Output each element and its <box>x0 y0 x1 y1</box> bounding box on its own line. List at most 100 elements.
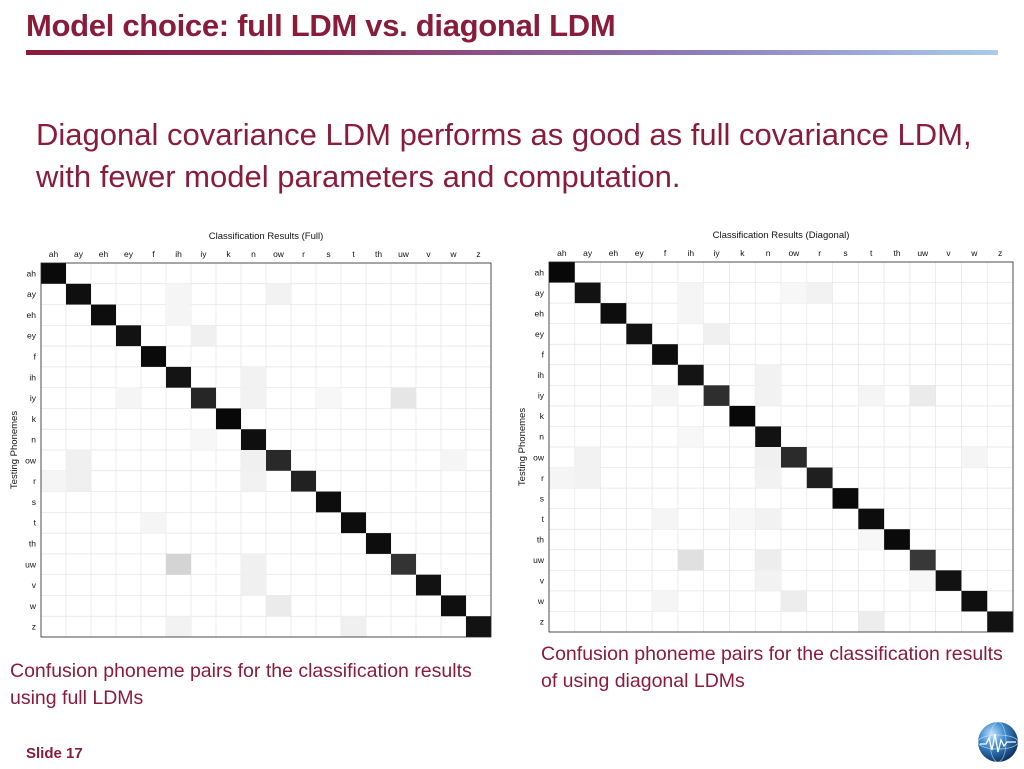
cm0-ytick-z: z <box>32 622 36 632</box>
slide-title: Model choice: full LDM vs. diagonal LDM <box>26 8 616 43</box>
cm0-xtick-ey: ey <box>124 249 134 259</box>
cm1-ytick-ow: ow <box>533 452 545 462</box>
cm1-cell-th-th <box>884 529 910 550</box>
cm0-ytick-r: r <box>33 476 36 486</box>
cm0-cell-r-ah <box>41 470 66 492</box>
cm1-cell-ay-ow <box>781 282 807 304</box>
cm1-xtick-ay: ay <box>583 248 593 258</box>
cm0-xtick-ay: ay <box>74 249 84 259</box>
cm0-xtick-t: t <box>352 249 355 259</box>
cm0-cell-s-s <box>316 491 341 513</box>
cm0-cell-v-n <box>241 574 266 596</box>
confusion-matrix-full: Classification Results (Full) Testing Pho… <box>8 230 494 642</box>
cm1-ytick-r: r <box>541 473 544 483</box>
cm0-xtick-eh: eh <box>99 249 109 259</box>
cm0-cell-z-z <box>466 616 491 637</box>
cm1-frame <box>548 261 1014 633</box>
cm0-xtick-ih: ih <box>175 249 182 259</box>
cm0-ytick-uw: uw <box>25 559 37 569</box>
cm0-cell-ay-ih <box>166 283 191 305</box>
cm0-ytick-ih: ih <box>29 372 36 382</box>
cm1-xtick-r: r <box>818 248 821 258</box>
cm1-cell-th-t <box>858 529 885 550</box>
cm0-cell-w-w <box>441 595 466 617</box>
cm0-cell-r-ay <box>66 470 91 492</box>
cm1-cell-t-k <box>729 508 756 530</box>
cm0-cell-eh-eh <box>91 304 116 326</box>
cm1-ytick-f: f <box>542 350 545 360</box>
cm0-ytick-s: s <box>32 497 36 507</box>
cm1-cell-t-f <box>652 508 678 530</box>
cm0-cell-ow-n <box>241 450 266 471</box>
cm1-ytick-z: z <box>540 617 544 627</box>
cm1-ytick-n: n <box>539 432 544 442</box>
cm1-cell-ow-w <box>961 447 988 468</box>
cm0-ytick-ey: ey <box>27 331 37 341</box>
cm1-cell-ay-ay <box>574 282 601 304</box>
cm1-ytick-eh: eh <box>535 308 545 318</box>
cm1-cell-iy-iy <box>703 385 730 406</box>
cm0-cell-t-t <box>341 512 366 534</box>
cm0-xtick-th: th <box>375 249 382 259</box>
cm1-xtick-w: w <box>970 248 978 258</box>
cm1-xtick-th: th <box>893 248 900 258</box>
cm1-cell-ih-n <box>755 364 781 386</box>
cm1-cell-iy-f <box>652 385 678 406</box>
cm1-cell-w-ow <box>781 590 807 612</box>
title-rule <box>26 50 998 55</box>
cm1-cell-eh-ih <box>677 303 704 324</box>
cm0-title: Classification Results (Full) <box>209 231 324 242</box>
cm0-cell-uw-n <box>241 553 266 575</box>
cm0-cell-ay-ow <box>266 283 291 305</box>
cm0-ytick-k: k <box>32 414 37 424</box>
cm1-cell-v-uw <box>909 570 936 591</box>
cm1-xtick-ey: ey <box>635 248 645 258</box>
cm1-cell-ah-ah <box>549 262 575 283</box>
cm0-xtick-iy: iy <box>200 249 207 259</box>
cm0-ytick-th: th <box>29 539 36 549</box>
cm1-cell-ih-ih <box>677 364 704 386</box>
cm1-xtick-ow: ow <box>788 248 800 258</box>
cm0-cell-n-iy <box>191 429 216 450</box>
cm0-xtick-w: w <box>449 249 457 259</box>
cm0-cell-ow-ay <box>66 450 91 471</box>
cm1-cell-iy-t <box>858 385 885 406</box>
cm1-cell-iy-n <box>755 385 781 406</box>
cm1-xtick-v: v <box>946 248 951 258</box>
cm1-cell-t-t <box>858 508 885 530</box>
cm1-cell-ow-ow <box>781 447 807 468</box>
cm1-cell-r-r <box>806 467 833 489</box>
cm0-cell-uw-uw <box>391 553 416 575</box>
cm1-ytick-s: s <box>540 493 544 503</box>
cm1-ytick-uw: uw <box>533 555 545 565</box>
cm0-cell-iy-uw <box>391 387 416 409</box>
cm0-xtick-ow: ow <box>273 249 285 259</box>
cm0-ylabel: Testing Phonemes <box>9 411 20 489</box>
cm0-cell-v-v <box>416 574 441 596</box>
cm0-cell-iy-ey <box>116 387 141 409</box>
cm0-xtick-r: r <box>302 249 305 259</box>
cm1-xtick-f: f <box>664 248 667 258</box>
cm0-cell-ey-iy <box>191 325 216 347</box>
cm1-cell-r-ah <box>549 467 575 489</box>
cm1-cell-eh-eh <box>600 303 627 324</box>
cm0-ytick-ah: ah <box>27 268 37 278</box>
cm0-cell-ow-w <box>441 450 466 471</box>
confusion-matrix-diagonal: Classification Results (Diagonal) Testing… <box>516 230 1016 636</box>
cm1-cell-v-v <box>935 570 962 591</box>
cm0-cell-t-f <box>141 512 166 534</box>
cm0-cell-iy-n <box>241 387 266 409</box>
cm1-cell-z-t <box>858 611 885 632</box>
cm1-cell-v-n <box>755 570 781 591</box>
cm0-cell-z-ih <box>166 616 191 637</box>
cm1-xtick-t: t <box>870 248 873 258</box>
cm0-xtick-k: k <box>226 249 231 259</box>
cm0-cell-eh-ih <box>166 304 191 326</box>
cm1-cell-iy-uw <box>909 385 936 406</box>
cm1-cell-n-ih <box>677 426 704 447</box>
cm1-cell-ay-r <box>806 282 833 304</box>
cm0-cell-th-th <box>366 533 391 554</box>
cm1-ytick-th: th <box>537 535 544 545</box>
cm1-cell-ow-n <box>755 447 781 468</box>
slide-subtitle: Diagonal covariance LDM performs as good… <box>36 117 972 194</box>
